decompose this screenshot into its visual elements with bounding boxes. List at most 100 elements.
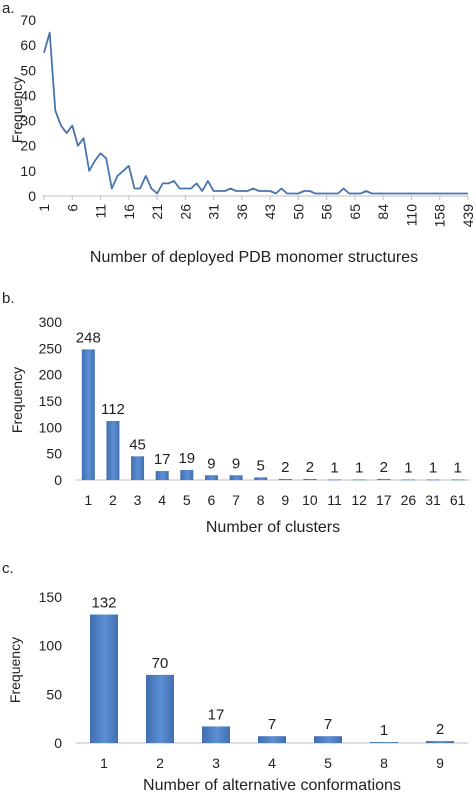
panel-b-y-tick-label: 100 bbox=[39, 419, 63, 435]
panel-b-data-label: 2 bbox=[380, 459, 388, 476]
panel-a-x-ticks: 1 6 11 16 21 26 31 36 43 50 56 65 84 110 158 439 bbox=[36, 196, 474, 227]
panel-a-x-tick-label: 158 bbox=[432, 204, 448, 228]
panel-b-data-label: 5 bbox=[257, 457, 265, 474]
panel-c-data-label: 2 bbox=[436, 721, 444, 738]
panel-b-x-tick-label: 8 bbox=[257, 492, 265, 508]
panel-c-y-tick-label: 150 bbox=[39, 589, 63, 605]
panel-b-bar bbox=[155, 471, 169, 480]
panel-c-y-tick-label: 100 bbox=[39, 638, 63, 654]
panel-c-x-axis-title: Number of alternative conformations bbox=[143, 777, 401, 794]
panel-c-data-label: 17 bbox=[208, 706, 225, 723]
panel-a-y-ticks: 0 10 20 30 40 50 60 70 bbox=[20, 12, 36, 204]
panel-c-x-tick-label: 5 bbox=[324, 755, 332, 771]
panel-b-bar bbox=[131, 456, 145, 480]
panel-a-x-tick-label: 84 bbox=[375, 204, 391, 220]
panel-b-x-tick-label: 9 bbox=[281, 492, 289, 508]
panel-b-x-tick-label: 10 bbox=[302, 492, 318, 508]
panel-c-label: c. bbox=[2, 560, 14, 577]
panel-b-data-label: 17 bbox=[154, 451, 171, 468]
panel-a-label: a. bbox=[2, 0, 15, 17]
panel-b-y-tick-label: 150 bbox=[39, 393, 63, 409]
panel-a-y-tick-label: 40 bbox=[20, 87, 36, 103]
panel-b-y-tick-label: 0 bbox=[54, 472, 62, 488]
panel-b-x-tick-label: 3 bbox=[134, 492, 142, 508]
panel-b-bar bbox=[303, 478, 317, 480]
panel-b-x-tick-label: 17 bbox=[376, 492, 392, 508]
panel-b-data-label: 112 bbox=[101, 401, 125, 418]
panel-a-x-tick-label: 16 bbox=[121, 204, 137, 220]
panel-b-data-label: 2 bbox=[281, 459, 289, 476]
panel-b-x-tick-label: 12 bbox=[351, 492, 367, 508]
panel-a-x-tick-label: 50 bbox=[290, 204, 306, 220]
panel-c-x-tick-label: 8 bbox=[380, 755, 388, 771]
panel-b-y-axis-title: Frequency bbox=[9, 367, 25, 433]
panel-b-bar bbox=[451, 479, 465, 481]
panel-c-y-tick-label: 0 bbox=[54, 735, 62, 751]
panel-b-bar bbox=[352, 479, 366, 481]
panel-c-bars: 132 1 70 2 17 3 7 4 7 5 1 8 2 9 bbox=[90, 595, 454, 771]
panel-b-data-label: 1 bbox=[404, 459, 412, 476]
panel-b-bar bbox=[106, 421, 120, 480]
panel-c-bar bbox=[370, 742, 398, 743]
panel-b-bar bbox=[426, 479, 440, 481]
panel-b-data-label: 1 bbox=[454, 459, 462, 476]
panel-a-series-line bbox=[43, 31, 468, 195]
panel-a-x-tick-label: 65 bbox=[347, 204, 363, 220]
panel-b-y-ticks: 0 50 100 150 200 250 300 bbox=[39, 314, 63, 488]
panel-c-x-tick-label: 2 bbox=[156, 755, 164, 771]
panel-a-x-tick-label: 439 bbox=[460, 204, 474, 228]
panel-a-y-tick-label: 10 bbox=[20, 163, 36, 179]
panel-b-y-tick-label: 200 bbox=[39, 367, 63, 383]
panel-a-x-axis-title: Number of deployed PDB monomer structure… bbox=[90, 249, 418, 266]
panel-b-bar bbox=[328, 479, 342, 481]
panel-b-data-label: 1 bbox=[429, 459, 437, 476]
panel-a-x-tick-label: 36 bbox=[234, 204, 250, 220]
panel-b-bar bbox=[81, 349, 95, 480]
panel-c-bar bbox=[146, 674, 174, 743]
panel-a-y-tick-label: 30 bbox=[20, 113, 36, 129]
panel-b-bar bbox=[377, 478, 391, 480]
panel-b-x-tick-label: 5 bbox=[183, 492, 191, 508]
panel-b-x-tick-label: 4 bbox=[158, 492, 166, 508]
panel-c-y-axis-title: Frequency bbox=[7, 637, 23, 703]
panel-b-y-tick-label: 250 bbox=[39, 340, 63, 356]
panel-c-y-tick-label: 50 bbox=[46, 686, 62, 702]
panel-c-bar bbox=[314, 736, 342, 743]
panel-b-bars: 2481112245317419596975829210111112217126… bbox=[76, 329, 466, 508]
panel-a-y-tick-label: 60 bbox=[20, 37, 36, 53]
panel-c-x-tick-label: 1 bbox=[100, 755, 108, 771]
panel-a-x-tick-label: 31 bbox=[206, 204, 222, 220]
panel-b-bar bbox=[278, 478, 292, 480]
panel-b-x-tick-label: 11 bbox=[327, 492, 342, 508]
panel-b-bar bbox=[254, 477, 268, 480]
panel-a-x-tick-label: 56 bbox=[319, 204, 335, 220]
panel-b-data-label: 1 bbox=[330, 459, 338, 476]
panel-a-x-tick-label: 43 bbox=[262, 204, 278, 220]
panel-c-bar bbox=[90, 614, 118, 743]
panel-a-x-tick-label: 1 bbox=[36, 204, 52, 212]
panel-a-y-tick-label: 50 bbox=[20, 62, 36, 78]
panel-b-bar bbox=[180, 469, 194, 480]
panel-a-y-tick-label: 20 bbox=[20, 138, 36, 154]
panel-c: c. Frequency 0 50 100 150 132 1 70 2 17 3 7 4 7 5 1 8 2… bbox=[2, 560, 468, 794]
panel-a-x-tick-label: 110 bbox=[403, 204, 419, 227]
panel-b-bar bbox=[204, 475, 218, 480]
panel-a-x-tick-label: 26 bbox=[177, 204, 193, 220]
panel-a-x-tick-label: 21 bbox=[149, 204, 165, 220]
panel-b-data-label: 1 bbox=[355, 459, 363, 476]
panel-c-x-tick-label: 9 bbox=[436, 755, 444, 771]
panel-a-x-tick-label: 11 bbox=[93, 204, 109, 219]
panel-b-data-label: 45 bbox=[129, 436, 146, 453]
panel-b-x-tick-label: 6 bbox=[208, 492, 216, 508]
panel-c-x-tick-label: 4 bbox=[268, 755, 276, 771]
panel-b-x-tick-label: 61 bbox=[450, 492, 466, 508]
panel-c-bar bbox=[426, 741, 454, 743]
panel-b-x-tick-label: 26 bbox=[401, 492, 417, 508]
panel-b-bar bbox=[229, 475, 243, 480]
panel-c-y-ticks: 0 50 100 150 bbox=[39, 589, 63, 751]
panel-c-data-label: 70 bbox=[152, 655, 169, 672]
panel-b-bar bbox=[401, 479, 415, 481]
panel-b-data-label: 19 bbox=[178, 450, 195, 467]
